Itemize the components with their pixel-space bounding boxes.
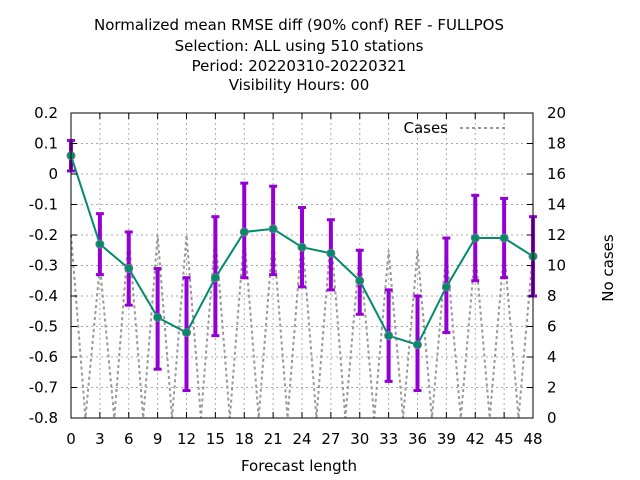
y2-tick-label: 0 — [547, 409, 557, 427]
x-tick-label: 45 — [495, 430, 514, 448]
mean-point — [95, 239, 105, 249]
y-tick-label: -0.7 — [29, 379, 58, 397]
title-line-4: Visibility Hours: 00 — [229, 76, 370, 94]
x-tick-labels: 0 3 6 9 12 15 18 21 24 27 30 33 36 39 42 45 48 — [66, 430, 542, 448]
y-tick-label: -0.2 — [29, 226, 58, 244]
x-axis-label: Forecast length — [241, 457, 357, 475]
x-tick-label: 0 — [66, 430, 76, 448]
y-tick-label: 0 — [48, 165, 58, 183]
mean-point — [470, 233, 480, 243]
y2-tick-label: 10 — [547, 257, 566, 275]
y-tick-label: -0.4 — [29, 287, 58, 305]
x-tick-label: 48 — [523, 430, 542, 448]
y2-tick-label: 14 — [547, 196, 566, 214]
y2-tick-label: 16 — [547, 165, 566, 183]
mean-point — [239, 227, 249, 237]
title-line-1: Normalized mean RMSE diff (90% conf) REF… — [94, 16, 504, 34]
mean-point — [153, 312, 163, 322]
x-tick-label: 12 — [177, 430, 196, 448]
mean-point — [210, 273, 220, 283]
x-tick-label: 30 — [350, 430, 369, 448]
y-tick-label: 0.1 — [34, 135, 58, 153]
x-tick-label: 27 — [321, 430, 340, 448]
mean-point — [413, 340, 422, 350]
y2-tick-label: 2 — [547, 379, 557, 397]
mean-series — [66, 151, 538, 350]
x-tick-label: 21 — [264, 430, 283, 448]
y-tick-label: -0.1 — [29, 196, 58, 214]
y2-tick-label: 6 — [547, 318, 557, 336]
axis-ticks — [70, 112, 534, 419]
mean-point — [499, 233, 509, 243]
x-tick-label: 6 — [124, 430, 134, 448]
mean-point — [441, 282, 451, 292]
x-tick-label: 33 — [379, 430, 398, 448]
y2-tick-label: 4 — [547, 348, 557, 366]
y-tick-labels: 0.2 0.1 0 -0.1 -0.2 -0.3 -0.4 -0.5 -0.6 -0.7 -0.8 — [29, 104, 58, 427]
y-tick-label: -0.6 — [29, 348, 58, 366]
y2-axis-label: No cases — [599, 234, 617, 302]
y-tick-label: -0.5 — [29, 318, 58, 336]
mean-point — [297, 242, 307, 252]
y2-tick-label: 8 — [547, 287, 557, 305]
mean-point — [268, 224, 278, 234]
y2-tick-label: 12 — [547, 226, 566, 244]
mean-point — [182, 328, 191, 338]
title-line-2: Selection: ALL using 510 stations — [175, 37, 424, 55]
mean-point — [384, 331, 394, 341]
x-tick-label: 3 — [95, 430, 105, 448]
mean-point — [124, 264, 134, 274]
legend-label-cases: Cases — [403, 119, 448, 137]
x-tick-label: 15 — [206, 430, 225, 448]
mean-point — [355, 276, 365, 286]
chart-title: Normalized mean RMSE diff (90% conf) REF… — [94, 16, 504, 94]
y-tick-label: -0.3 — [29, 257, 58, 275]
y2-tick-label: 20 — [547, 104, 566, 122]
x-tick-label: 18 — [235, 430, 254, 448]
x-tick-label: 24 — [292, 430, 311, 448]
x-tick-label: 36 — [408, 430, 427, 448]
title-line-3: Period: 20220310-20220321 — [192, 57, 407, 75]
mean-point — [326, 248, 336, 258]
x-tick-label: 39 — [437, 430, 456, 448]
x-tick-label: 9 — [153, 430, 163, 448]
legend: Cases — [403, 119, 506, 137]
y-tick-label: 0.2 — [34, 104, 58, 122]
y-tick-label: -0.8 — [29, 409, 58, 427]
x-tick-label: 42 — [466, 430, 485, 448]
y2-tick-label: 18 — [547, 135, 566, 153]
